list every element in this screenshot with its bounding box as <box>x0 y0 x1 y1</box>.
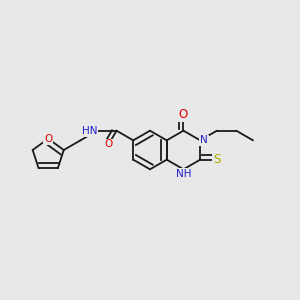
Text: HN: HN <box>82 126 97 136</box>
Text: NH: NH <box>176 169 191 179</box>
Text: O: O <box>179 108 188 121</box>
Text: N: N <box>200 135 208 145</box>
Text: O: O <box>44 134 52 144</box>
Text: O: O <box>104 140 113 149</box>
Text: S: S <box>213 153 220 166</box>
